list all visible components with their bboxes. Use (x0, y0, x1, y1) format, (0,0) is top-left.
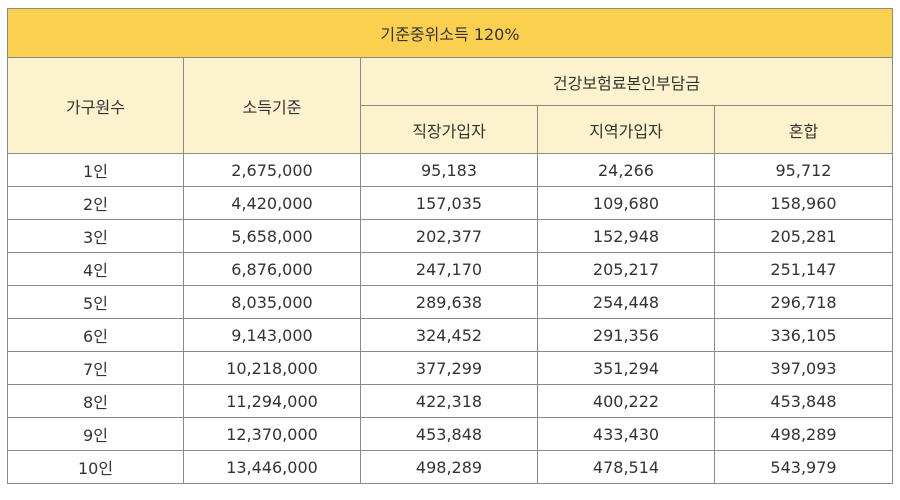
title-row: 기준중위소득 120% (7, 8, 893, 58)
premium-table-container: 기준중위소득 120% 가구원수 소득기준 건강보험료본인부담금 직장가입자 지… (7, 8, 893, 484)
cell-mixed-premium: 498,289 (714, 417, 893, 451)
cell-income-standard: 13,446,000 (183, 450, 361, 484)
header-mixed: 혼합 (714, 105, 893, 154)
cell-regional-premium: 400,222 (537, 384, 715, 418)
cell-income-standard: 9,143,000 (183, 318, 361, 352)
cell-employee-premium: 95,183 (360, 153, 538, 187)
cell-income-standard: 6,876,000 (183, 252, 361, 286)
cell-income-standard: 12,370,000 (183, 417, 361, 451)
cell-household-count: 4인 (7, 252, 184, 286)
cell-household-count: 9인 (7, 417, 184, 451)
header-row-sub: 직장가입자 지역가입자 혼합 (8, 105, 893, 154)
table-title: 기준중위소득 120% (7, 8, 893, 58)
cell-household-count: 7인 (7, 351, 184, 385)
header-income-standard: 소득기준 (183, 57, 361, 154)
cell-employee-premium: 289,638 (360, 285, 538, 319)
cell-household-count: 6인 (7, 318, 184, 352)
cell-regional-premium: 205,217 (537, 252, 715, 286)
cell-regional-premium: 291,356 (537, 318, 715, 352)
cell-employee-premium: 498,289 (360, 450, 538, 484)
cell-regional-premium: 254,448 (537, 285, 715, 319)
table-row: 10인 13,446,000 498,289 478,514 543,979 (7, 450, 893, 484)
header-household-count: 가구원수 (7, 57, 184, 154)
cell-income-standard: 11,294,000 (183, 384, 361, 418)
cell-regional-premium: 478,514 (537, 450, 715, 484)
cell-income-standard: 8,035,000 (183, 285, 361, 319)
cell-income-standard: 5,658,000 (183, 219, 361, 253)
cell-mixed-premium: 158,960 (714, 186, 893, 220)
cell-employee-premium: 157,035 (360, 186, 538, 220)
cell-regional-premium: 351,294 (537, 351, 715, 385)
cell-employee-premium: 202,377 (360, 219, 538, 253)
table-row: 5인 8,035,000 289,638 254,448 296,718 (7, 285, 893, 319)
cell-mixed-premium: 397,093 (714, 351, 893, 385)
cell-mixed-premium: 336,105 (714, 318, 893, 352)
cell-mixed-premium: 543,979 (714, 450, 893, 484)
cell-household-count: 3인 (7, 219, 184, 253)
cell-household-count: 5인 (7, 285, 184, 319)
cell-regional-premium: 24,266 (537, 153, 715, 187)
cell-household-count: 8인 (7, 384, 184, 418)
cell-household-count: 1인 (7, 153, 184, 187)
cell-mixed-premium: 296,718 (714, 285, 893, 319)
header-employee-subscriber: 직장가입자 (360, 105, 538, 154)
cell-mixed-premium: 205,281 (714, 219, 893, 253)
table-row: 3인 5,658,000 202,377 152,948 205,281 (7, 219, 893, 253)
cell-income-standard: 2,675,000 (183, 153, 361, 187)
table-row: 7인 10,218,000 377,299 351,294 397,093 (7, 351, 893, 385)
cell-regional-premium: 109,680 (537, 186, 715, 220)
table-row: 2인 4,420,000 157,035 109,680 158,960 (7, 186, 893, 220)
cell-employee-premium: 377,299 (360, 351, 538, 385)
table-row: 1인 2,675,000 95,183 24,266 95,712 (7, 153, 893, 187)
cell-mixed-premium: 453,848 (714, 384, 893, 418)
table-row: 8인 11,294,000 422,318 400,222 453,848 (7, 384, 893, 418)
table-row: 4인 6,876,000 247,170 205,217 251,147 (7, 252, 893, 286)
cell-employee-premium: 453,848 (360, 417, 538, 451)
cell-employee-premium: 324,452 (360, 318, 538, 352)
cell-household-count: 2인 (7, 186, 184, 220)
cell-mixed-premium: 251,147 (714, 252, 893, 286)
cell-household-count: 10인 (7, 450, 184, 484)
table-body: 1인 2,675,000 95,183 24,266 95,712 2인 4,420,000… (7, 153, 893, 484)
header-row-top: 가구원수 소득기준 건강보험료본인부담금 (7, 57, 893, 154)
table-header: 기준중위소득 120% 가구원수 소득기준 건강보험료본인부담금 직장가입자 지… (7, 8, 893, 154)
premium-table: 기준중위소득 120% 가구원수 소득기준 건강보험료본인부담금 직장가입자 지… (7, 8, 893, 484)
cell-regional-premium: 433,430 (537, 417, 715, 451)
header-regional-subscriber: 지역가입자 (537, 105, 715, 154)
cell-income-standard: 4,420,000 (183, 186, 361, 220)
cell-regional-premium: 152,948 (537, 219, 715, 253)
cell-mixed-premium: 95,712 (714, 153, 893, 187)
cell-income-standard: 10,218,000 (183, 351, 361, 385)
table-row: 6인 9,143,000 324,452 291,356 336,105 (7, 318, 893, 352)
header-premium-group: 건강보험료본인부담금 (360, 57, 893, 106)
table-row: 9인 12,370,000 453,848 433,430 498,289 (7, 417, 893, 451)
cell-employee-premium: 422,318 (360, 384, 538, 418)
cell-employee-premium: 247,170 (360, 252, 538, 286)
